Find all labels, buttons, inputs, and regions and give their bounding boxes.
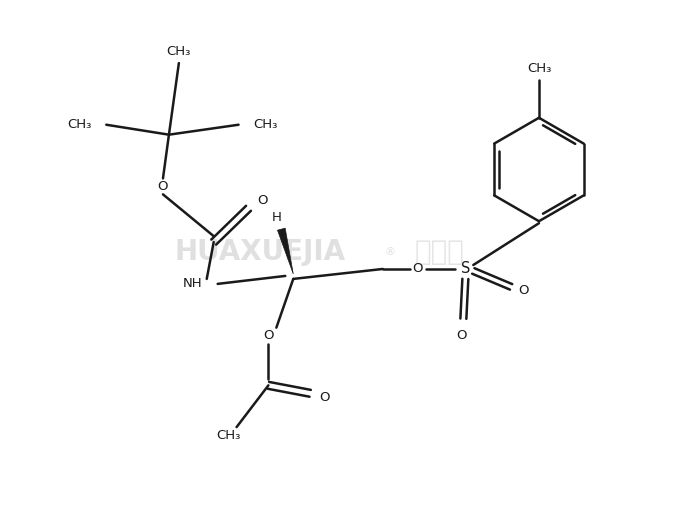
Text: CH₃: CH₃	[253, 118, 278, 131]
Text: CH₃: CH₃	[67, 118, 92, 131]
Text: ®: ®	[385, 247, 396, 257]
Polygon shape	[277, 228, 293, 274]
Text: S: S	[461, 261, 470, 277]
Text: O: O	[518, 285, 528, 297]
Text: O: O	[412, 263, 423, 276]
Text: O: O	[257, 194, 268, 207]
Text: NH: NH	[183, 277, 203, 290]
Text: CH₃: CH₃	[166, 45, 191, 58]
Text: H: H	[272, 211, 281, 224]
Text: O: O	[158, 180, 168, 193]
Text: O: O	[456, 329, 466, 342]
Text: O: O	[319, 391, 330, 404]
Text: 化学加: 化学加	[415, 238, 464, 266]
Text: CH₃: CH₃	[217, 429, 241, 442]
Text: HUAXUEJIA: HUAXUEJIA	[175, 238, 346, 266]
Text: O: O	[263, 329, 274, 342]
Text: CH₃: CH₃	[527, 61, 551, 74]
